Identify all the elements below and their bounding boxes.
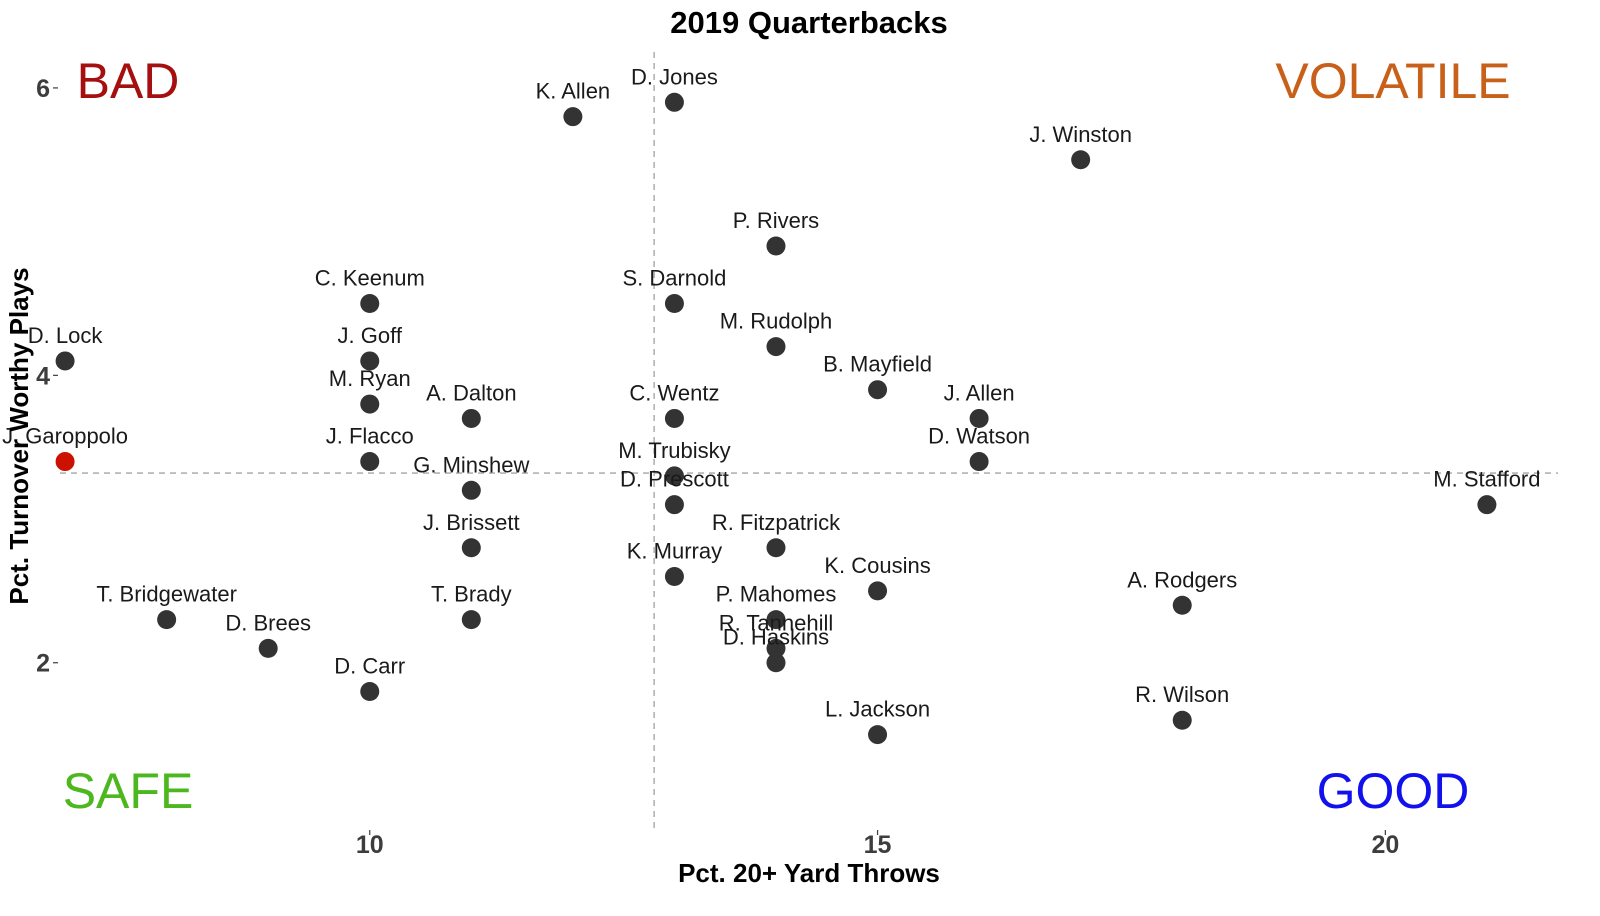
data-label-a-dalton: A. Dalton [426, 380, 517, 405]
data-label-m-trubisky: M. Trubisky [618, 438, 730, 463]
data-label-j-flacco: J. Flacco [326, 424, 414, 449]
data-point-r-wilson [1172, 710, 1192, 730]
data-label-l-jackson: L. Jackson [825, 697, 930, 722]
data-point-r-fitzpatrick [766, 538, 786, 558]
data-label-g-minshew: G. Minshew [413, 452, 529, 477]
y-axis-title: Pct. Turnover Worthy Plays [4, 267, 34, 604]
data-label-m-stafford: M. Stafford [1433, 467, 1540, 492]
x-tick-label: 15 [864, 831, 892, 859]
data-point-d-jones [664, 92, 684, 112]
data-point-k-allen [563, 107, 583, 127]
data-label-k-allen: K. Allen [536, 79, 611, 104]
data-point-m-ryan [360, 394, 380, 414]
data-point-j-allen [969, 408, 989, 428]
data-point-d-lock [55, 351, 75, 371]
data-label-c-keenum: C. Keenum [315, 265, 425, 290]
data-label-d-watson: D. Watson [928, 424, 1030, 449]
reference-lines [60, 52, 1558, 828]
data-point-p-mahomes [766, 610, 786, 630]
data-label-d-prescott: D. Prescott [620, 467, 729, 492]
data-point-d-haskins [766, 653, 786, 673]
data-label-j-allen: J. Allen [944, 380, 1015, 405]
data-point-d-prescott [664, 495, 684, 515]
data-point-a-dalton [461, 408, 481, 428]
data-point-j-flacco [360, 452, 380, 472]
data-label-d-brees: D. Brees [225, 610, 311, 635]
data-point-g-minshew [461, 480, 481, 500]
data-point-m-stafford [1477, 495, 1497, 515]
data-label-s-darnold: S. Darnold [622, 265, 726, 290]
data-label-d-haskins: D. Haskins [723, 625, 829, 650]
data-label-j-winston: J. Winston [1029, 122, 1132, 147]
data-point-j-garoppolo [55, 452, 75, 472]
data-label-r-wilson: R. Wilson [1135, 682, 1229, 707]
x-tick-label: 20 [1371, 831, 1399, 859]
data-label-k-murray: K. Murray [627, 539, 722, 564]
data-point-m-rudolph [766, 337, 786, 357]
data-label-t-bridgewater: T. Bridgewater [96, 582, 237, 607]
data-label-j-goff: J. Goff [338, 323, 403, 348]
data-point-d-carr [360, 681, 380, 701]
quadrant-label-safe: SAFE [63, 763, 194, 819]
data-label-k-cousins: K. Cousins [824, 553, 930, 578]
data-point-p-rivers [766, 236, 786, 256]
data-point-c-wentz [664, 408, 684, 428]
y-tick-label: 2 [36, 650, 50, 678]
chart-title: 2019 Quarterbacks [670, 5, 947, 40]
data-point-a-rodgers [1172, 595, 1192, 615]
data-label-a-rodgers: A. Rodgers [1127, 567, 1237, 592]
data-point-d-watson [969, 452, 989, 472]
data-label-m-ryan: M. Ryan [329, 366, 411, 391]
data-point-l-jackson [868, 725, 888, 745]
data-label-j-brissett: J. Brissett [423, 510, 520, 535]
y-tick-label: 6 [36, 75, 50, 103]
data-points [55, 92, 1497, 745]
data-point-t-bridgewater [157, 610, 177, 630]
quadrant-label-bad: BAD [77, 53, 180, 109]
data-point-m-trubisky [664, 466, 684, 486]
data-label-t-brady: T. Brady [431, 582, 512, 607]
data-point-d-brees [258, 638, 278, 658]
data-point-b-mayfield [868, 380, 888, 400]
data-label-m-rudolph: M. Rudolph [720, 309, 833, 334]
data-label-d-lock: D. Lock [28, 323, 104, 348]
data-point-j-winston [1071, 150, 1091, 170]
quadrant-label-good: GOOD [1317, 763, 1470, 819]
x-axis-title: Pct. 20+ Yard Throws [678, 858, 940, 888]
x-tick-label: 10 [356, 831, 384, 859]
axes: 10 15 20 2 4 6 [36, 75, 1399, 859]
data-label-p-mahomes: P. Mahomes [716, 582, 837, 607]
data-label-p-rivers: P. Rivers [733, 208, 819, 233]
data-point-t-brady [461, 610, 481, 630]
data-label-d-jones: D. Jones [631, 64, 718, 89]
data-point-c-keenum [360, 293, 380, 313]
data-label-r-tannehill: R. Tannehill [719, 610, 834, 635]
data-point-j-goff [360, 351, 380, 371]
quadrant-label-volatile: VOLATILE [1275, 53, 1510, 109]
point-labels: K. Allen D. Jones J. Winston P. Rivers C. Ke… [2, 64, 1540, 721]
data-point-j-brissett [461, 538, 481, 558]
data-point-r-tannehill [766, 638, 786, 658]
data-label-j-garoppolo: J. Garoppolo [2, 424, 128, 449]
data-point-s-darnold [664, 293, 684, 313]
y-tick-label: 4 [36, 362, 50, 390]
data-label-r-fitzpatrick: R. Fitzpatrick [712, 510, 841, 535]
data-label-b-mayfield: B. Mayfield [823, 352, 932, 377]
data-point-k-cousins [868, 581, 888, 601]
data-point-k-murray [664, 567, 684, 587]
data-label-c-wentz: C. Wentz [629, 380, 719, 405]
data-label-d-carr: D. Carr [334, 653, 405, 678]
quadrant-labels: BAD VOLATILE SAFE GOOD [63, 53, 1511, 819]
